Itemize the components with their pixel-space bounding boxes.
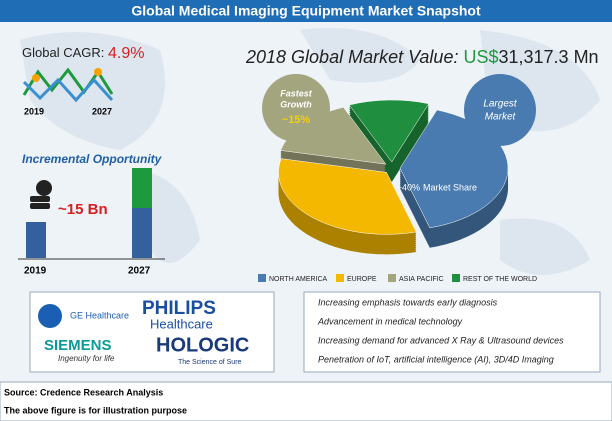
cagr-year: 2027 (92, 106, 112, 116)
driver-item: Penetration of IoT, artificial intellige… (318, 354, 554, 364)
legend-label: NORTH AMERICA (269, 276, 328, 283)
bar-icon (132, 208, 152, 258)
legend-label: REST OF THE WORLD (463, 276, 537, 283)
money-icon (30, 180, 52, 209)
cagr-label-text: Global CAGR: (22, 45, 104, 60)
legend-label: ASIA PACIFIC (399, 276, 444, 283)
footer-box (0, 381, 612, 421)
annotation: Largest (483, 99, 518, 110)
title-bar (0, 0, 612, 22)
logo-box (29, 291, 275, 373)
cagr-year: 2019 (24, 106, 44, 116)
footer-note: The above figure is for illustration pur… (4, 405, 187, 415)
cagr-line-icon (22, 77, 114, 103)
pie-slice (348, 99, 430, 163)
legend-swatch (388, 274, 396, 282)
legend-swatch (452, 274, 460, 282)
bubble-tail (462, 136, 490, 152)
legend-swatch (336, 274, 344, 282)
hologic-logo: HOLOGIC (156, 334, 249, 356)
market-value-label: 2018 Global Market Value: (245, 47, 458, 67)
incremental-year: 2027 (128, 266, 151, 277)
siemens-sub: Ingenuity for life (58, 354, 115, 363)
value-label: ~15% (282, 114, 311, 126)
bubble-tail (300, 132, 318, 152)
philips-logo: PHILIPS (142, 298, 216, 319)
ge-logo-icon (38, 304, 62, 328)
footer-source: Source: Credence Research Analysis (4, 387, 163, 397)
incremental-value: ~15 Bn (58, 201, 108, 218)
incremental-title: Incremental Opportunity (22, 152, 163, 166)
annotation: Fastest (280, 88, 313, 98)
annotation: Market (485, 112, 517, 123)
legend-swatch (258, 274, 266, 282)
pie-slice (278, 158, 417, 235)
bubble (464, 74, 536, 146)
siemens-logo: SIEMENS (44, 337, 112, 354)
cagr-dot (32, 74, 40, 82)
drivers-box (303, 291, 601, 373)
annotation: Market Share (423, 182, 477, 192)
value-label: ~40% (397, 182, 420, 192)
hologic-sub: The Science of Sure (178, 359, 242, 366)
drivers-list: Increasing emphasis towards early diagno… (317, 297, 564, 364)
cagr-value: 4.9% (108, 45, 144, 62)
incremental-year: 2019 (24, 266, 47, 277)
market-value-number: 31,317.3 Mn (499, 47, 599, 67)
bar-icon (26, 222, 46, 258)
ge-logo: GE Healthcare (70, 310, 129, 320)
cagr-dot (94, 68, 102, 76)
driver-item: Increasing demand for advanced X Ray & U… (318, 335, 564, 345)
driver-item: Advancement in medical technology (317, 316, 463, 326)
bubble (262, 74, 330, 142)
cagr-label: Global CAGR: 4.9% (22, 45, 144, 62)
market-value-currency: US$ (463, 47, 498, 67)
philips-sub: Healthcare (150, 316, 213, 331)
market-value: 2018 Global Market Value: US$31,317.3 Mn (245, 47, 599, 67)
title: Global Medical Imaging Equipment Market … (131, 3, 481, 19)
driver-item: Increasing emphasis towards early diagno… (318, 297, 498, 307)
annotation: Growth (280, 99, 312, 109)
bar-icon (132, 168, 152, 208)
legend-label: EUROPE (347, 276, 377, 283)
